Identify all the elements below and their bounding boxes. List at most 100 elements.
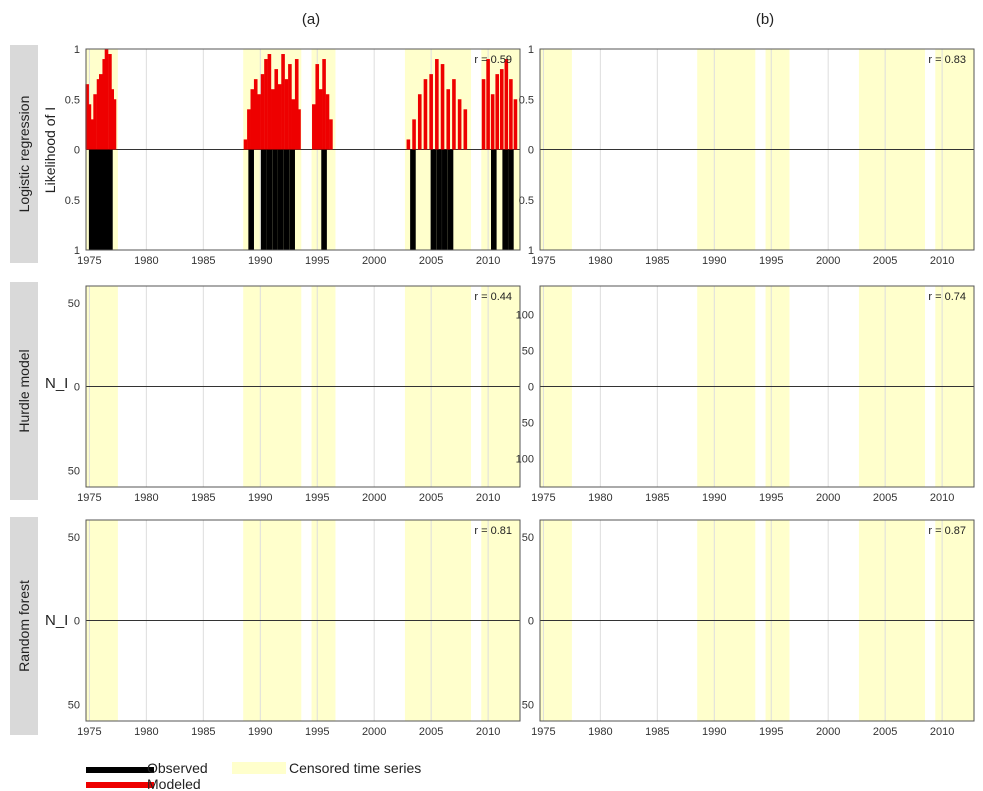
x-tick-label: 2000 bbox=[362, 255, 386, 267]
modeled-bar bbox=[315, 64, 320, 150]
x-tick-label: 1980 bbox=[588, 726, 612, 738]
observed-bar bbox=[410, 149, 416, 250]
y-tick-label: 0.5 bbox=[65, 94, 80, 106]
y-tick-label: 0 bbox=[528, 382, 534, 394]
modeled-bar bbox=[243, 139, 248, 150]
observed-bar bbox=[491, 149, 497, 250]
modeled-bar bbox=[499, 69, 504, 150]
panels: 1975 1980 1985 1990 1995 2000 2005 2010 1 0.5 0 0.5… bbox=[65, 44, 975, 738]
row-label-bg-2 bbox=[10, 517, 38, 735]
legend-modeled-swatch bbox=[86, 782, 154, 788]
x-tick-label: 1985 bbox=[191, 255, 215, 267]
x-tick-label: 1980 bbox=[588, 492, 612, 504]
ylabel-forest: N_I bbox=[45, 612, 68, 629]
x-tick-label: 1975 bbox=[531, 255, 555, 267]
panel-frame bbox=[85, 519, 521, 722]
modeled-bar bbox=[87, 104, 92, 150]
modeled-bar bbox=[291, 99, 296, 150]
y-tick-label: 0 bbox=[74, 616, 80, 628]
x-tick-label: 2000 bbox=[816, 255, 840, 267]
x-tick-label: 1990 bbox=[702, 726, 726, 738]
observed-bar bbox=[502, 149, 508, 250]
observed-bar bbox=[436, 149, 442, 250]
y-tick-label: 50 bbox=[522, 532, 534, 544]
panel-frame bbox=[539, 519, 975, 722]
y-tick-label: 1 bbox=[528, 245, 534, 257]
x-tick-label: 1985 bbox=[645, 492, 669, 504]
x-tick-label: 2000 bbox=[816, 726, 840, 738]
x-tick-label: 2010 bbox=[930, 492, 954, 504]
modeled-bar bbox=[495, 74, 500, 150]
modeled-bar bbox=[297, 109, 301, 150]
y-tick-label: 1 bbox=[528, 44, 534, 56]
observed-bar bbox=[321, 149, 327, 250]
panel-1-1: 1975 1980 1985 1990 1995 2000 2005 2010 100 50 0 50… bbox=[516, 285, 975, 504]
modeled-bar bbox=[257, 94, 261, 150]
modeled-bar bbox=[412, 119, 416, 150]
column-label-b: (b) bbox=[756, 11, 774, 28]
x-tick-label: 1995 bbox=[305, 255, 329, 267]
legend: Observed Modeled Censored time series bbox=[86, 760, 421, 791]
observed-bar bbox=[289, 149, 295, 250]
modeled-bar bbox=[108, 54, 112, 150]
modeled-bar bbox=[452, 79, 456, 150]
observed-bar bbox=[107, 149, 113, 250]
modeled-bar bbox=[85, 84, 89, 150]
row-label-bg-1 bbox=[10, 282, 38, 500]
modeled-bar bbox=[102, 59, 107, 150]
column-label-a: (a) bbox=[302, 11, 320, 28]
x-tick-label: 1985 bbox=[191, 726, 215, 738]
modeled-bar bbox=[429, 74, 433, 150]
x-tick-label: 1995 bbox=[759, 255, 783, 267]
x-tick-label: 1985 bbox=[645, 255, 669, 267]
x-tick-label: 2010 bbox=[476, 726, 500, 738]
modeled-bar bbox=[96, 79, 101, 150]
modeled-bar bbox=[89, 119, 94, 150]
x-tick-label: 2010 bbox=[476, 492, 500, 504]
legend-censored-label: Censored time series bbox=[289, 760, 421, 776]
modeled-bar bbox=[481, 79, 486, 150]
modeled-bar bbox=[264, 59, 268, 150]
y-tick-label: 0 bbox=[528, 145, 534, 157]
modeled-bar bbox=[322, 59, 326, 150]
panel-2-0: 1975 1980 1985 1990 1995 2000 2005 2010 50 0 50 r =… bbox=[68, 519, 521, 738]
observed-bar bbox=[248, 149, 254, 250]
modeled-bar bbox=[260, 74, 265, 150]
modeled-bar bbox=[253, 79, 258, 150]
x-tick-label: 1980 bbox=[134, 492, 158, 504]
legend-modeled-label: Modeled bbox=[147, 776, 201, 791]
row-label-logistic: Logistic regression bbox=[16, 96, 32, 213]
y-tick-label: 0.5 bbox=[65, 195, 80, 207]
x-tick-label: 1995 bbox=[759, 492, 783, 504]
x-tick-label: 2000 bbox=[362, 492, 386, 504]
y-tick-label: 50 bbox=[522, 417, 534, 429]
x-tick-label: 1975 bbox=[77, 726, 101, 738]
observed-bar bbox=[93, 149, 100, 250]
modeled-bar bbox=[104, 49, 109, 150]
x-tick-label: 1975 bbox=[531, 492, 555, 504]
y-tick-label: 50 bbox=[522, 699, 534, 711]
panel-0-0: 1975 1980 1985 1990 1995 2000 2005 2010 1 0.5 0 0.5… bbox=[65, 44, 521, 267]
modeled-bar bbox=[93, 94, 97, 150]
legend-observed-swatch bbox=[86, 767, 154, 773]
x-tick-label: 1975 bbox=[531, 726, 555, 738]
modeled-bar bbox=[274, 69, 279, 150]
x-tick-label: 1980 bbox=[134, 726, 158, 738]
x-tick-label: 2005 bbox=[873, 726, 897, 738]
observed-bar bbox=[260, 149, 267, 250]
modeled-bar bbox=[406, 139, 411, 150]
y-tick-label: 0 bbox=[528, 616, 534, 628]
x-tick-label: 1995 bbox=[759, 726, 783, 738]
row-label-hurdle: Hurdle model bbox=[16, 349, 32, 432]
modeled-bar bbox=[325, 94, 330, 150]
panel-frame bbox=[85, 48, 521, 251]
x-tick-label: 2005 bbox=[873, 492, 897, 504]
observed-bar bbox=[508, 149, 514, 250]
modeled-bar bbox=[284, 79, 289, 150]
x-tick-label: 1990 bbox=[702, 492, 726, 504]
observed-bar bbox=[88, 149, 95, 250]
panel-frame bbox=[85, 285, 521, 488]
x-tick-label: 2010 bbox=[476, 255, 500, 267]
x-tick-label: 1990 bbox=[248, 726, 272, 738]
panel-0-1: 1975 1980 1985 1990 1995 2000 2005 2010 1 0.5 0 0.5… bbox=[519, 44, 975, 267]
